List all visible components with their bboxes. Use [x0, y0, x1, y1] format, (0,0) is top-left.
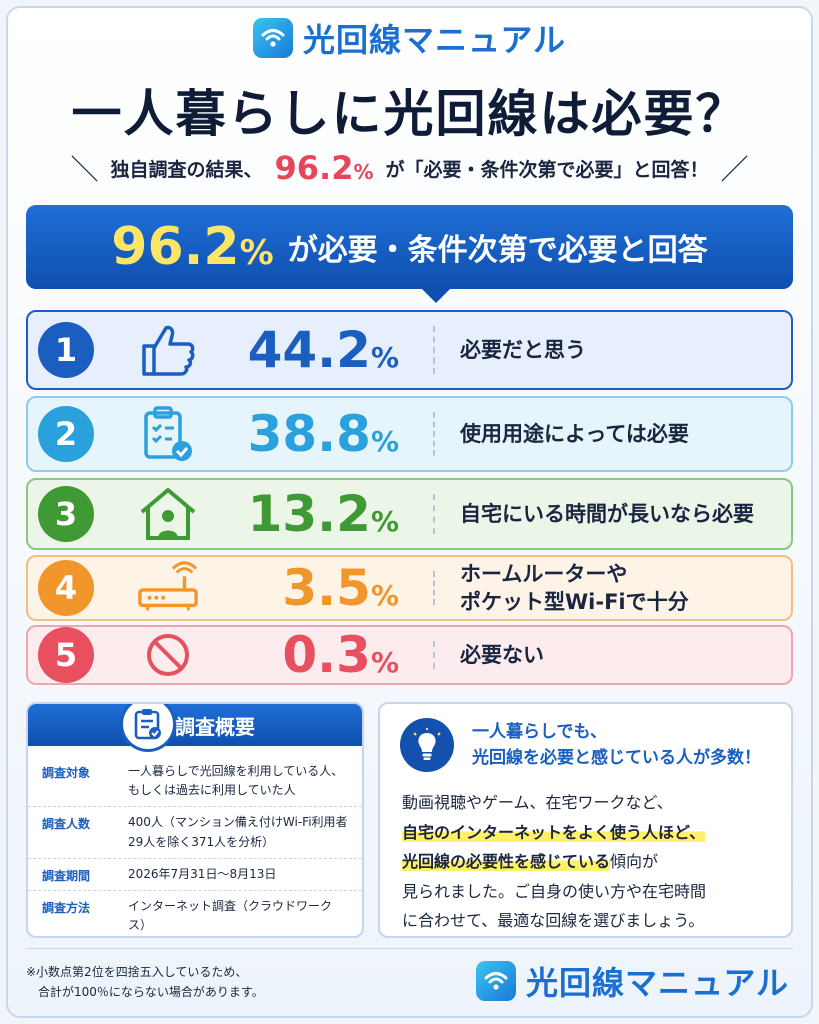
subtitle-value: 96.2% — [274, 149, 374, 187]
page-title: 一人暮らしに光回線は必要？ — [71, 85, 748, 143]
survey-key: 調査期間 — [42, 868, 91, 883]
brand-logo-bottom: 光回線マニュアル — [475, 958, 789, 1004]
insight-line-3: 傾向が — [610, 852, 659, 872]
result-label: 必要だと思う — [460, 337, 586, 362]
survey-summary-header: 調査概要 — [28, 704, 362, 746]
result-row-3: 3 13.2% 自宅にいる時間が長いなら必要 — [26, 478, 793, 550]
result-row-1: 1 44.2% 必要だと思う — [26, 310, 793, 390]
survey-value: 一人暮らしで光回線を利用している人、 もしくは過去に利用していた人 — [128, 764, 344, 798]
survey-summary-title: 調査概要 — [175, 714, 255, 739]
insight-line-4: 見られました。ご自身の使い方や在宅時間 — [402, 881, 707, 901]
result-label: 自宅にいる時間が長いなら必要 — [460, 501, 754, 526]
brand-name: 光回線マニュアル — [302, 21, 567, 59]
row-divider — [433, 326, 435, 374]
prohibited-icon — [136, 625, 200, 685]
subtitle-suffix: が「必要・条件次第で必要」と回答！ — [385, 158, 709, 181]
insight-panel: 一人暮らしでも、 光回線を必要と感じている人が多数！ 動画視聴やゲーム、在宅ワー… — [378, 702, 793, 938]
survey-value: 400人（マンション備え付けWi-Fi利用者 29人を除く371人を分析） — [128, 815, 348, 849]
clipboard-check-icon — [136, 404, 200, 464]
survey-value: インターネット調査（クラウドワークス） — [128, 898, 333, 933]
subtitle-prefix: 独自調査の結果、 — [110, 158, 263, 181]
row-divider — [433, 571, 435, 605]
row-divider — [433, 641, 435, 669]
survey-summary-panel: 調査概要 調査対象 一人暮らしで光回線を利用している人、 もしくは過去に利用してい… — [26, 702, 364, 938]
row-divider — [433, 494, 435, 534]
result-row-4: 4 3.5% ホームルーターや ポケット型Wi-Fiで十分 — [26, 555, 793, 621]
house-person-icon — [136, 484, 200, 544]
survey-row: 調査人数 400人（マンション備え付けWi-Fi利用者 29人を除く371人を分析… — [28, 807, 362, 859]
banner-text: が必要・条件次第で必要と回答 — [287, 233, 708, 268]
footer-divider — [26, 948, 793, 949]
insight-body: 動画視聴やゲーム、在宅ワークなど、 自宅のインターネットをよく使う人ほど、 光回… — [402, 788, 782, 936]
thumbs-up-icon — [136, 320, 200, 380]
brand-logo-top: 光回線マニュアル — [0, 14, 819, 62]
rank-badge: 4 — [38, 560, 94, 616]
result-row-2: 2 38.8% 使用用途によっては必要 — [26, 396, 793, 472]
wifi-icon — [252, 18, 293, 58]
result-banner: 96.2% が必要・条件次第で必要と回答 — [26, 205, 793, 303]
rank-badge: 5 — [38, 627, 94, 683]
insight-highlight-1: 自宅のインターネットをよく使う人ほど、 — [402, 822, 706, 842]
result-percentage: 0.3% — [282, 626, 399, 684]
clipboard-icon — [120, 704, 176, 752]
survey-row: 調査期間 2026年7月31日〜8月13日 — [28, 859, 362, 891]
subtitle: ＼ 独自調査の結果、 96.2% が「必要・条件次第で必要」と回答！ ／ — [0, 148, 819, 188]
slash-decoration-left: ＼ — [70, 153, 99, 186]
insight-line-5: に合わせて、最適な回線を選びましょう。 — [402, 911, 705, 931]
result-percentage: 3.5% — [282, 559, 399, 617]
result-label: 使用用途によっては必要 — [460, 421, 689, 446]
result-label: 必要ない — [460, 642, 544, 667]
result-label: ホームルーターや ポケット型Wi-Fiで十分 — [460, 561, 689, 614]
rank-badge: 2 — [38, 406, 94, 462]
survey-row: 調査方法 インターネット調査（クラウドワークス） — [28, 891, 362, 936]
result-row-5: 5 0.3% 必要ない — [26, 625, 793, 685]
insight-heading: 一人暮らしでも、 光回線を必要と感じている人が多数！ — [472, 722, 761, 768]
survey-row: 調査対象 一人暮らしで光回線を利用している人、 もしくは過去に利用していた人 — [28, 756, 362, 808]
rank-badge: 1 — [38, 322, 94, 378]
insight-line-1: 動画視聴やゲーム、在宅ワークなど、 — [402, 793, 673, 812]
banner-value: 96.2% — [111, 217, 274, 277]
rank-badge: 3 — [38, 486, 94, 542]
row-divider — [433, 412, 435, 456]
survey-key: 調査方法 — [42, 900, 91, 915]
survey-key: 調査人数 — [42, 817, 91, 832]
result-percentage: 13.2% — [247, 485, 399, 543]
lightbulb-icon — [400, 718, 454, 772]
survey-key: 調査対象 — [42, 766, 91, 780]
brand-name-bottom: 光回線マニュアル — [525, 964, 789, 1002]
result-percentage: 38.8% — [247, 405, 399, 463]
insight-highlight-2: 光回線の必要性を感じている — [402, 852, 611, 872]
router-icon — [136, 558, 200, 618]
survey-value: 2026年7月31日〜8月13日 — [128, 866, 277, 881]
footnote: ※小数点第2位を四捨五入しているため、 合計が100％にならない場合があります。 — [26, 965, 264, 1000]
wifi-icon — [475, 961, 516, 1001]
slash-decoration-right: ／ — [720, 153, 749, 186]
result-percentage: 44.2% — [247, 321, 399, 379]
